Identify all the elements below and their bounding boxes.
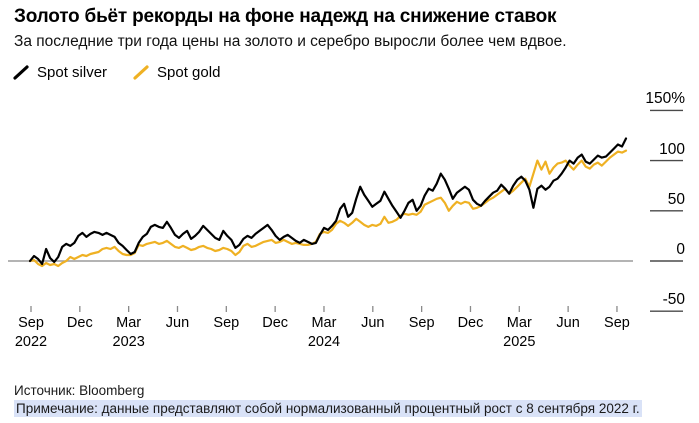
x-axis-year-label: 2022 [14, 334, 48, 350]
y-axis-label: 100 [659, 140, 685, 158]
x-axis-year-label: 2023 [112, 334, 145, 350]
x-axis-month-label: Mar [116, 315, 142, 331]
series-line-spot-gold [28, 149, 628, 268]
x-axis-month-label: Mar [311, 315, 337, 331]
y-axis-label: 150% [645, 90, 685, 108]
chart-subtitle: За последние три года цены на золото и с… [14, 33, 567, 50]
x-axis-month-label: Sep [408, 315, 435, 331]
x-axis-month-label: Jun [556, 315, 580, 331]
x-axis-month-label: Jun [361, 315, 385, 331]
x-axis-month-label: Mar [506, 315, 532, 331]
x-axis-month-label: Dec [457, 315, 484, 331]
legend-label-gold: Spot gold [157, 64, 221, 81]
source-line: Источник: Bloomberg [14, 383, 145, 398]
note-highlighted-text: Примечание: данные представляют собой но… [14, 400, 642, 417]
silver-line-swatch-icon [13, 65, 29, 80]
y-axis-label: 50 [667, 190, 685, 208]
series-line-spot-silver [28, 137, 628, 266]
x-axis-month-label: Dec [66, 315, 93, 331]
x-axis-year-label: 2024 [307, 334, 341, 350]
chart-title: Золото бьёт рекорды на фоне надежд на сн… [14, 6, 557, 27]
x-axis-month-label: Sep [213, 315, 240, 331]
x-axis-month-label: Sep [18, 315, 44, 331]
note-line: Примечание: данные представляют собой но… [14, 400, 642, 417]
x-axis-year-label: 2025 [503, 334, 536, 350]
y-axis-label: -50 [662, 291, 685, 309]
x-axis-month-label: Jun [165, 315, 190, 331]
legend-label-silver: Spot silver [37, 64, 108, 81]
legend-item-spot-gold: Spot gold [133, 64, 220, 81]
x-axis-month-label: Dec [262, 315, 289, 331]
legend-item-spot-silver: Spot silver [13, 64, 107, 81]
x-axis-month-label: Sep [604, 315, 630, 331]
gold-line-swatch-icon [133, 65, 149, 80]
legend: Spot silver Spot gold [13, 64, 220, 81]
y-axis-label: 0 [676, 241, 685, 258]
